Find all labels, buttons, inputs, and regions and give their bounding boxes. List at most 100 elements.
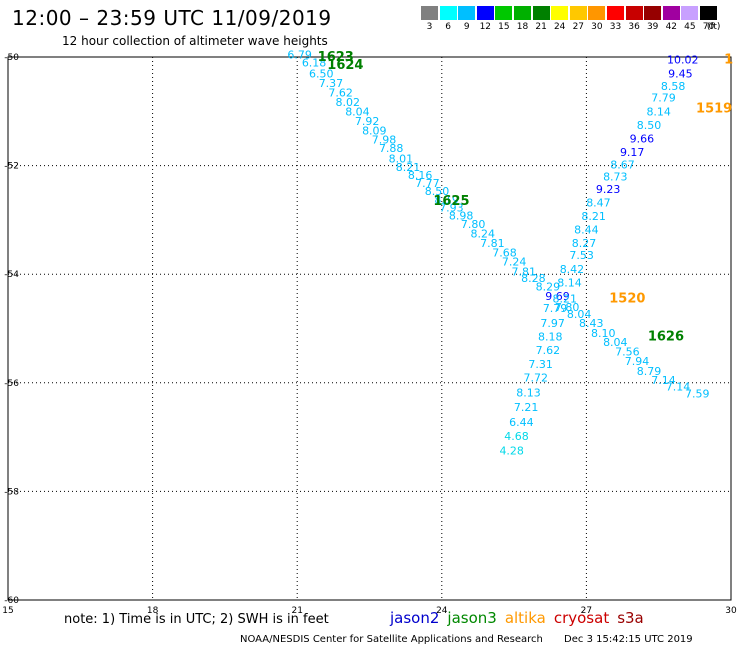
scale-swatch <box>421 6 438 20</box>
swh-value: 7.24 <box>502 256 527 269</box>
swh-value: 7.53 <box>569 249 594 262</box>
swh-value: 4.68 <box>504 430 529 443</box>
page-title: 12:00 – 23:59 UTC 11/09/2019 <box>12 6 332 30</box>
scale-label: 6 <box>445 22 451 32</box>
lon-tick-label: 15 <box>2 606 13 616</box>
scale-label: 15 <box>498 22 510 32</box>
track-id-label: 1519 <box>696 102 732 117</box>
swh-value: 8.43 <box>579 317 604 330</box>
swh-value: 8.14 <box>646 105 671 118</box>
page-subtitle: 12 hour collection of altimeter wave hei… <box>62 34 328 48</box>
swh-value: 6.44 <box>509 416 534 429</box>
swh-value: 6.18 <box>302 56 327 69</box>
swh-value: 7.14 <box>651 374 676 387</box>
scale-label: 39 <box>646 22 659 32</box>
lat-tick-label: -56 <box>4 379 19 389</box>
scale-label: 42 <box>665 22 678 32</box>
scale-swatch <box>495 6 513 20</box>
swh-value: 8.79 <box>637 365 662 378</box>
swh-value: 8.04 <box>567 308 592 321</box>
swh-value: 8.21 <box>581 210 606 223</box>
swh-value: 7.68 <box>492 246 517 259</box>
swh-value: 7.77 <box>415 177 440 190</box>
track-id-label: 1623 <box>318 50 354 65</box>
swh-value: 8.18 <box>538 331 563 344</box>
lat-tick-label: -60 <box>4 596 19 606</box>
swh-value: 7.62 <box>536 344 561 357</box>
swh-value: 8.50 <box>637 119 662 132</box>
track-id-label: 1 <box>724 53 733 68</box>
swh-value: 8.16 <box>408 169 433 182</box>
swh-value: 7.80 <box>461 218 486 231</box>
swh-value: 8.19 <box>434 193 459 206</box>
scale-label: 33 <box>609 22 622 32</box>
swh-value: 7.81 <box>480 237 505 250</box>
swh-value: 8.14 <box>557 276 582 289</box>
scale-swatch <box>588 6 606 20</box>
swh-value: 7.80 <box>555 301 580 314</box>
track-id-label: 1520 <box>609 292 645 307</box>
scale-swatch <box>551 6 569 20</box>
lat-tick-label: -54 <box>4 270 19 280</box>
scale-label: 45 <box>684 22 696 32</box>
swh-value: 6.79 <box>287 48 312 61</box>
swh-value: 8.02 <box>336 96 361 109</box>
lon-tick-label: 27 <box>581 606 592 616</box>
swh-value: 7.93 <box>439 201 464 214</box>
footer-timestamp: Dec 3 15:42:15 UTC 2019 <box>564 634 693 645</box>
scale-swatch <box>458 6 476 20</box>
track-id-label: 1625 <box>433 194 469 209</box>
scale-swatch <box>644 6 662 20</box>
swh-value: 7.62 <box>328 86 353 99</box>
swh-value: 7.79 <box>543 302 568 315</box>
swh-value: 9.17 <box>620 146 645 159</box>
satellite-cryosat: cryosat <box>553 609 610 627</box>
scale-label: 21 <box>535 22 547 32</box>
swh-value: 7.37 <box>319 77 344 90</box>
satellite-s3a: s3a <box>617 609 644 627</box>
scale-swatch <box>532 6 550 20</box>
swh-value: 7.88 <box>379 142 404 155</box>
scale-swatch <box>514 6 531 20</box>
lat-tick-label: -50 <box>4 53 19 63</box>
swh-value: 7.21 <box>514 401 539 414</box>
swh-value: 7.72 <box>524 371 549 384</box>
swh-value: 10.02 <box>667 54 699 67</box>
swh-value: 8.09 <box>362 124 387 137</box>
lat-tick-label: -52 <box>4 162 19 172</box>
swh-value: 8.21 <box>552 293 577 306</box>
swh-value: 8.13 <box>516 387 541 400</box>
scale-label: 30 <box>591 22 603 32</box>
swh-value: 8.04 <box>603 336 628 349</box>
scale-label: 9 <box>463 22 470 32</box>
swh-value: 8.47 <box>586 197 611 210</box>
scale-swatch <box>439 6 457 20</box>
scale-label: 70 <box>702 22 715 32</box>
swh-value: 9.69 <box>545 290 570 303</box>
swh-value: 6.50 <box>309 67 334 80</box>
satellite-altika: altika <box>504 609 546 627</box>
swh-value: 7.81 <box>511 265 536 278</box>
color-scale-legend: 3 6 9 12 15 18 21 24 27 30 33 36 39 42 45 70 (ft) <box>421 6 727 34</box>
lon-tick-label: 18 <box>147 606 159 616</box>
swh-value: 8.04 <box>345 105 370 118</box>
scale-label: 12 <box>479 22 492 32</box>
swh-value: 8.24 <box>471 227 496 240</box>
swh-value: 4.28 <box>499 445 524 458</box>
swh-value: 7.92 <box>355 115 380 128</box>
swh-value: 8.10 <box>591 327 616 340</box>
satellite-jason2: jason2 <box>390 609 440 627</box>
swh-value: 7.56 <box>615 345 640 358</box>
satellite-legend: jason2 jason3 altika cryosat s3a <box>390 609 652 627</box>
swh-value: 8.01 <box>389 153 414 166</box>
swh-value: 7.59 <box>685 388 710 401</box>
lon-tick-label: 24 <box>436 606 448 616</box>
swh-value: 8.50 <box>425 185 450 198</box>
lon-tick-label: 21 <box>291 606 302 616</box>
scale-label: 18 <box>516 22 529 32</box>
swh-value: 8.44 <box>574 224 599 237</box>
swh-value: 9.66 <box>630 132 655 145</box>
swh-value: 7.97 <box>540 317 565 330</box>
swh-value: 8.27 <box>572 237 597 250</box>
scale-label: 3 <box>426 22 433 32</box>
